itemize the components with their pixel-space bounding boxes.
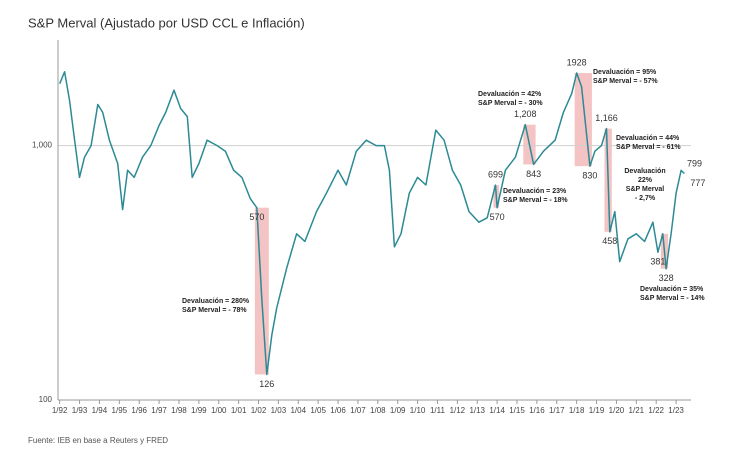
annotation: S&P Merval	[626, 186, 664, 193]
x-tick-label: 1/05	[310, 406, 326, 415]
x-tick-label: 1/17	[549, 406, 565, 415]
x-tick-label: 1/21	[629, 406, 645, 415]
x-tick-label: 1/93	[72, 406, 88, 415]
x-tick-label: 1/20	[609, 406, 625, 415]
x-tick-label: 1/01	[231, 406, 247, 415]
x-tick-label: 1/00	[211, 406, 227, 415]
data-label: 843	[526, 169, 541, 179]
annotation: Devaluación = 95%	[593, 69, 657, 76]
annotation: Devaluación = 23%	[503, 188, 567, 195]
x-tick-label: 1/04	[290, 406, 306, 415]
series-line	[59, 71, 685, 376]
data-label: 570	[490, 212, 505, 222]
x-tick-label: 1/10	[410, 406, 426, 415]
x-tick-label: 1/95	[112, 406, 128, 415]
data-label: 1,166	[595, 113, 618, 123]
shaded-period	[574, 73, 592, 167]
x-tick-label: 1/22	[648, 406, 664, 415]
x-tick-label: 1/92	[52, 406, 68, 415]
x-tick-label: 1/19	[589, 406, 605, 415]
chart-title: S&P Merval (Ajustado por USD CCL e Infla…	[28, 15, 305, 30]
x-tick-label: 1/15	[509, 406, 525, 415]
data-label: 830	[582, 171, 597, 181]
x-tick-label: 1/12	[450, 406, 466, 415]
x-tick-label: 1/97	[151, 406, 167, 415]
x-tick-label: 1/99	[191, 406, 207, 415]
data-label: 799	[687, 159, 702, 169]
annotation: S&P Merval = - 57%	[593, 78, 658, 85]
y-tick-label: 1,000	[32, 141, 53, 150]
x-tick-label: 1/09	[390, 406, 406, 415]
annotation: 22%	[638, 177, 653, 184]
data-label: 699	[488, 170, 503, 180]
annotation: Devaluación = 44%	[616, 135, 680, 142]
annotation: S&P Merval = - 78%	[182, 307, 247, 314]
x-tick-label: 1/06	[330, 406, 346, 415]
x-tick-label: 1/11	[430, 406, 446, 415]
annotation: S&P Merval = - 18%	[503, 197, 568, 204]
annotation: - 2,7%	[635, 195, 656, 202]
x-tick-label: 1/13	[469, 406, 485, 415]
x-tick-label: 1/02	[251, 406, 267, 415]
annotation: S&P Merval = - 30%	[478, 100, 543, 107]
x-tick-label: 1/14	[489, 406, 505, 415]
data-label: 381	[650, 257, 665, 267]
x-tick-label: 1/96	[131, 406, 147, 415]
annotation: Devaluación = 280%	[182, 298, 250, 305]
annotation: Devaluación = 35%	[640, 286, 704, 293]
x-tick-label: 1/94	[92, 406, 108, 415]
x-tick-label: 1/18	[569, 406, 585, 415]
data-label: 777	[690, 178, 705, 188]
annotation: S&P Merval = - 61%	[616, 144, 681, 151]
annotation: S&P Merval = - 14%	[640, 295, 705, 302]
annotation: Devaluación = 42%	[478, 91, 542, 98]
x-tick-label: 1/08	[370, 406, 386, 415]
data-label: 126	[259, 379, 274, 389]
x-tick-label: 1/03	[271, 406, 287, 415]
data-label: 1928	[567, 57, 587, 67]
annotation: Devaluación	[624, 168, 665, 175]
y-tick-label: 100	[39, 395, 53, 404]
data-label: 1,208	[514, 109, 537, 119]
x-tick-label: 1/07	[350, 406, 366, 415]
x-tick-label: 1/16	[529, 406, 545, 415]
data-label: 458	[602, 236, 617, 246]
x-tick-label: 1/98	[171, 406, 187, 415]
data-label: 570	[249, 212, 264, 222]
source: Fuente: IEB en base a Reuters y FRED	[28, 436, 168, 445]
x-tick-label: 1/23	[668, 406, 684, 415]
data-label: 328	[659, 273, 674, 283]
